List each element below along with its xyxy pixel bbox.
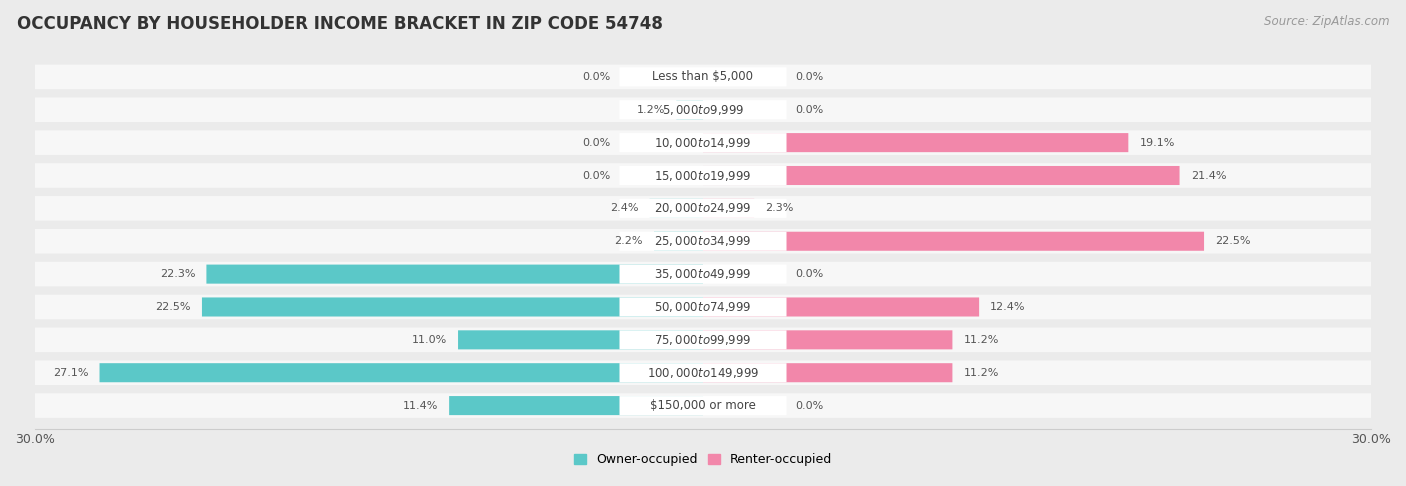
- Text: 0.0%: 0.0%: [582, 72, 610, 82]
- Text: $75,000 to $99,999: $75,000 to $99,999: [654, 333, 752, 347]
- FancyBboxPatch shape: [620, 100, 786, 119]
- FancyBboxPatch shape: [35, 262, 1371, 286]
- Text: 2.2%: 2.2%: [614, 236, 643, 246]
- Text: 0.0%: 0.0%: [582, 138, 610, 148]
- Text: Source: ZipAtlas.com: Source: ZipAtlas.com: [1264, 15, 1389, 28]
- Text: $100,000 to $149,999: $100,000 to $149,999: [647, 366, 759, 380]
- Text: $25,000 to $34,999: $25,000 to $34,999: [654, 234, 752, 248]
- FancyBboxPatch shape: [620, 264, 786, 284]
- Text: $150,000 or more: $150,000 or more: [650, 399, 756, 412]
- FancyBboxPatch shape: [703, 133, 1129, 152]
- FancyBboxPatch shape: [620, 232, 786, 251]
- Text: $35,000 to $49,999: $35,000 to $49,999: [654, 267, 752, 281]
- Text: $50,000 to $74,999: $50,000 to $74,999: [654, 300, 752, 314]
- Text: 2.4%: 2.4%: [610, 203, 638, 213]
- Text: 0.0%: 0.0%: [796, 105, 824, 115]
- FancyBboxPatch shape: [35, 229, 1371, 254]
- FancyBboxPatch shape: [703, 166, 1180, 185]
- FancyBboxPatch shape: [35, 98, 1371, 122]
- FancyBboxPatch shape: [35, 361, 1371, 385]
- Text: 11.0%: 11.0%: [412, 335, 447, 345]
- Text: $20,000 to $24,999: $20,000 to $24,999: [654, 201, 752, 215]
- FancyBboxPatch shape: [703, 363, 952, 382]
- FancyBboxPatch shape: [703, 297, 979, 316]
- Text: 22.5%: 22.5%: [1215, 236, 1251, 246]
- Text: OCCUPANCY BY HOUSEHOLDER INCOME BRACKET IN ZIP CODE 54748: OCCUPANCY BY HOUSEHOLDER INCOME BRACKET …: [17, 15, 662, 33]
- Text: 19.1%: 19.1%: [1139, 138, 1175, 148]
- FancyBboxPatch shape: [620, 297, 786, 316]
- FancyBboxPatch shape: [35, 163, 1371, 188]
- Text: 0.0%: 0.0%: [796, 269, 824, 279]
- Legend: Owner-occupied, Renter-occupied: Owner-occupied, Renter-occupied: [568, 448, 838, 471]
- Text: $5,000 to $9,999: $5,000 to $9,999: [662, 103, 744, 117]
- Text: Less than $5,000: Less than $5,000: [652, 70, 754, 84]
- Text: 21.4%: 21.4%: [1191, 171, 1226, 180]
- Text: $15,000 to $19,999: $15,000 to $19,999: [654, 169, 752, 183]
- Text: 22.3%: 22.3%: [160, 269, 195, 279]
- Text: 11.2%: 11.2%: [963, 335, 998, 345]
- FancyBboxPatch shape: [620, 133, 786, 152]
- FancyBboxPatch shape: [620, 199, 786, 218]
- FancyBboxPatch shape: [620, 396, 786, 415]
- FancyBboxPatch shape: [458, 330, 703, 349]
- FancyBboxPatch shape: [650, 199, 703, 218]
- Text: 11.2%: 11.2%: [963, 368, 998, 378]
- FancyBboxPatch shape: [703, 330, 952, 349]
- Text: 11.4%: 11.4%: [402, 400, 439, 411]
- FancyBboxPatch shape: [100, 363, 703, 382]
- FancyBboxPatch shape: [449, 396, 703, 415]
- FancyBboxPatch shape: [620, 68, 786, 87]
- Text: 0.0%: 0.0%: [796, 72, 824, 82]
- FancyBboxPatch shape: [620, 166, 786, 185]
- FancyBboxPatch shape: [654, 232, 703, 251]
- Text: 0.0%: 0.0%: [582, 171, 610, 180]
- FancyBboxPatch shape: [35, 393, 1371, 418]
- Text: $10,000 to $14,999: $10,000 to $14,999: [654, 136, 752, 150]
- FancyBboxPatch shape: [35, 196, 1371, 221]
- FancyBboxPatch shape: [35, 295, 1371, 319]
- FancyBboxPatch shape: [703, 232, 1204, 251]
- Text: 22.5%: 22.5%: [155, 302, 191, 312]
- FancyBboxPatch shape: [35, 328, 1371, 352]
- Text: 12.4%: 12.4%: [990, 302, 1026, 312]
- FancyBboxPatch shape: [703, 199, 754, 218]
- Text: 27.1%: 27.1%: [53, 368, 89, 378]
- FancyBboxPatch shape: [35, 130, 1371, 155]
- FancyBboxPatch shape: [620, 363, 786, 382]
- Text: 2.3%: 2.3%: [765, 203, 794, 213]
- Text: 0.0%: 0.0%: [796, 400, 824, 411]
- FancyBboxPatch shape: [202, 297, 703, 316]
- Text: 1.2%: 1.2%: [637, 105, 665, 115]
- FancyBboxPatch shape: [620, 330, 786, 349]
- FancyBboxPatch shape: [207, 264, 703, 284]
- FancyBboxPatch shape: [676, 100, 703, 119]
- FancyBboxPatch shape: [35, 65, 1371, 89]
